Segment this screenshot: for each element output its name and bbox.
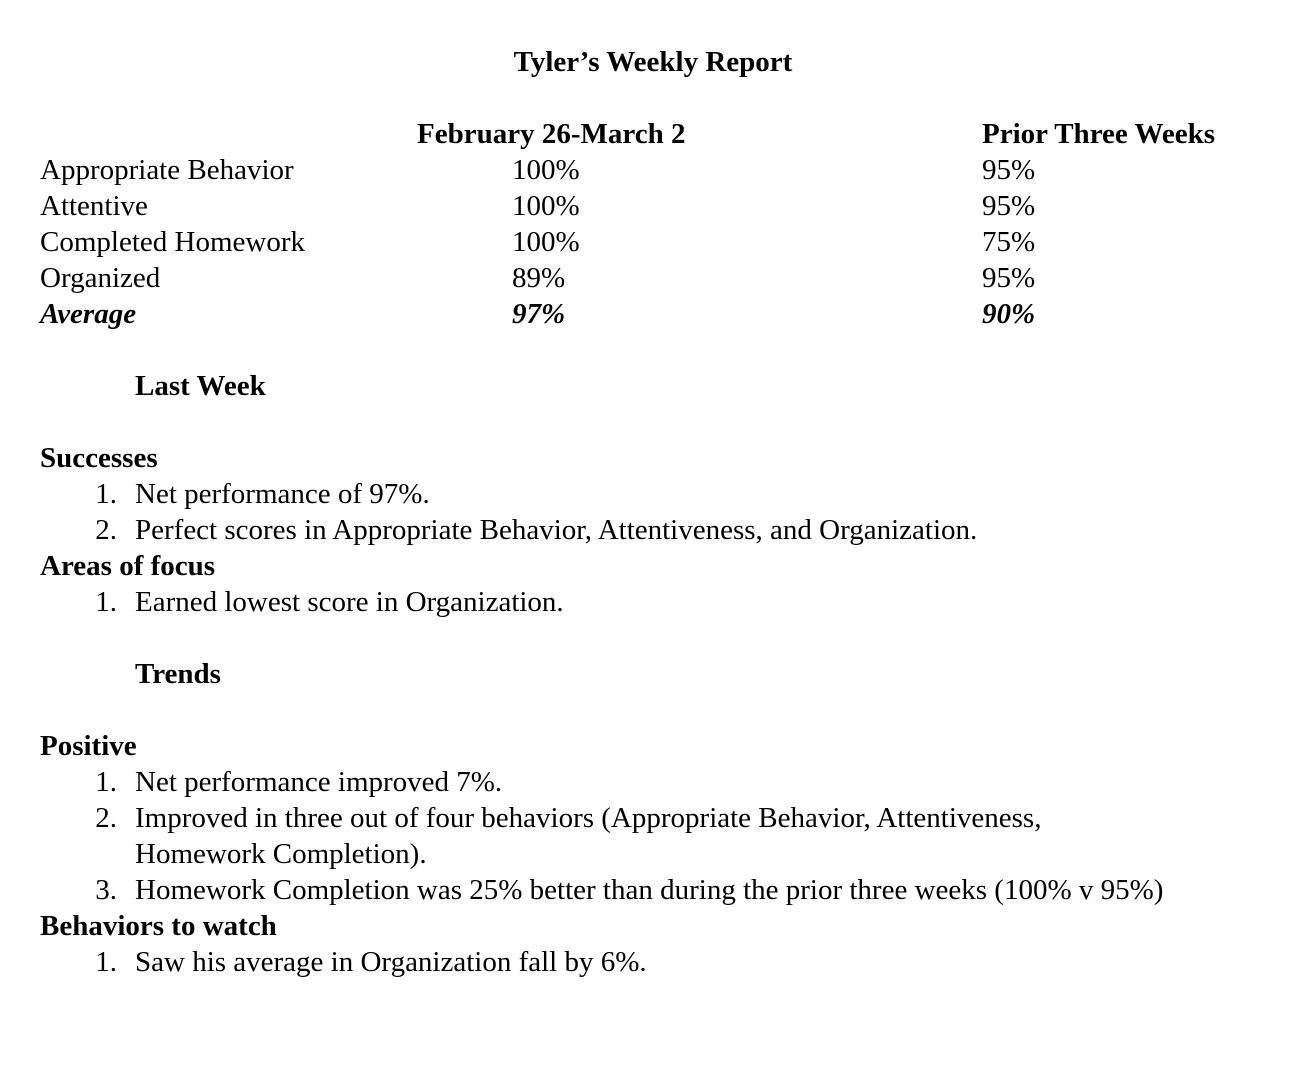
row-label: Organized	[40, 262, 161, 294]
current-score: 100%	[512, 226, 580, 258]
average-prior: 90%	[982, 298, 1036, 330]
list-text: Homework Completion was 25% better than …	[135, 874, 1164, 906]
list-number: 1.	[95, 586, 117, 618]
list-number: 2.	[95, 514, 117, 546]
column-header-prior-weeks: Prior Three Weeks	[982, 118, 1216, 150]
list-number: 1.	[95, 766, 117, 798]
prior-score: 95%	[982, 190, 1036, 222]
list-number: 1.	[95, 478, 117, 510]
section-heading-trends: Trends	[135, 658, 221, 690]
subheading-successes: Successes	[40, 442, 158, 474]
row-label: Appropriate Behavior	[40, 154, 294, 186]
report-title: Tyler’s Weekly Report	[513, 46, 793, 78]
current-score: 100%	[512, 154, 580, 186]
row-label: Completed Homework	[40, 226, 305, 258]
column-header-current-week: February 26-March 2	[417, 118, 686, 150]
current-score: 89%	[512, 262, 566, 294]
average-label: Average	[40, 298, 137, 330]
list-text: Net performance improved 7%.	[135, 766, 503, 798]
list-text-continuation: Homework Completion).	[135, 838, 427, 870]
list-text: Saw his average in Organization fall by …	[135, 946, 647, 978]
subheading-positive: Positive	[40, 730, 137, 762]
list-number: 3.	[95, 874, 117, 906]
row-label: Attentive	[40, 190, 148, 222]
list-text: Earned lowest score in Organization.	[135, 586, 564, 618]
section-heading-last-week: Last Week	[135, 370, 266, 402]
list-text: Perfect scores in Appropriate Behavior, …	[135, 514, 978, 546]
average-current: 97%	[512, 298, 566, 330]
prior-score: 95%	[982, 154, 1036, 186]
list-number: 2.	[95, 802, 117, 834]
prior-score: 75%	[982, 226, 1036, 258]
list-text: Improved in three out of four behaviors …	[135, 802, 1042, 834]
subheading-behaviors-to-watch: Behaviors to watch	[40, 910, 277, 942]
current-score: 100%	[512, 190, 580, 222]
prior-score: 95%	[982, 262, 1036, 294]
list-text: Net performance of 97%.	[135, 478, 430, 510]
subheading-areas-of-focus: Areas of focus	[40, 550, 216, 582]
list-number: 1.	[95, 946, 117, 978]
